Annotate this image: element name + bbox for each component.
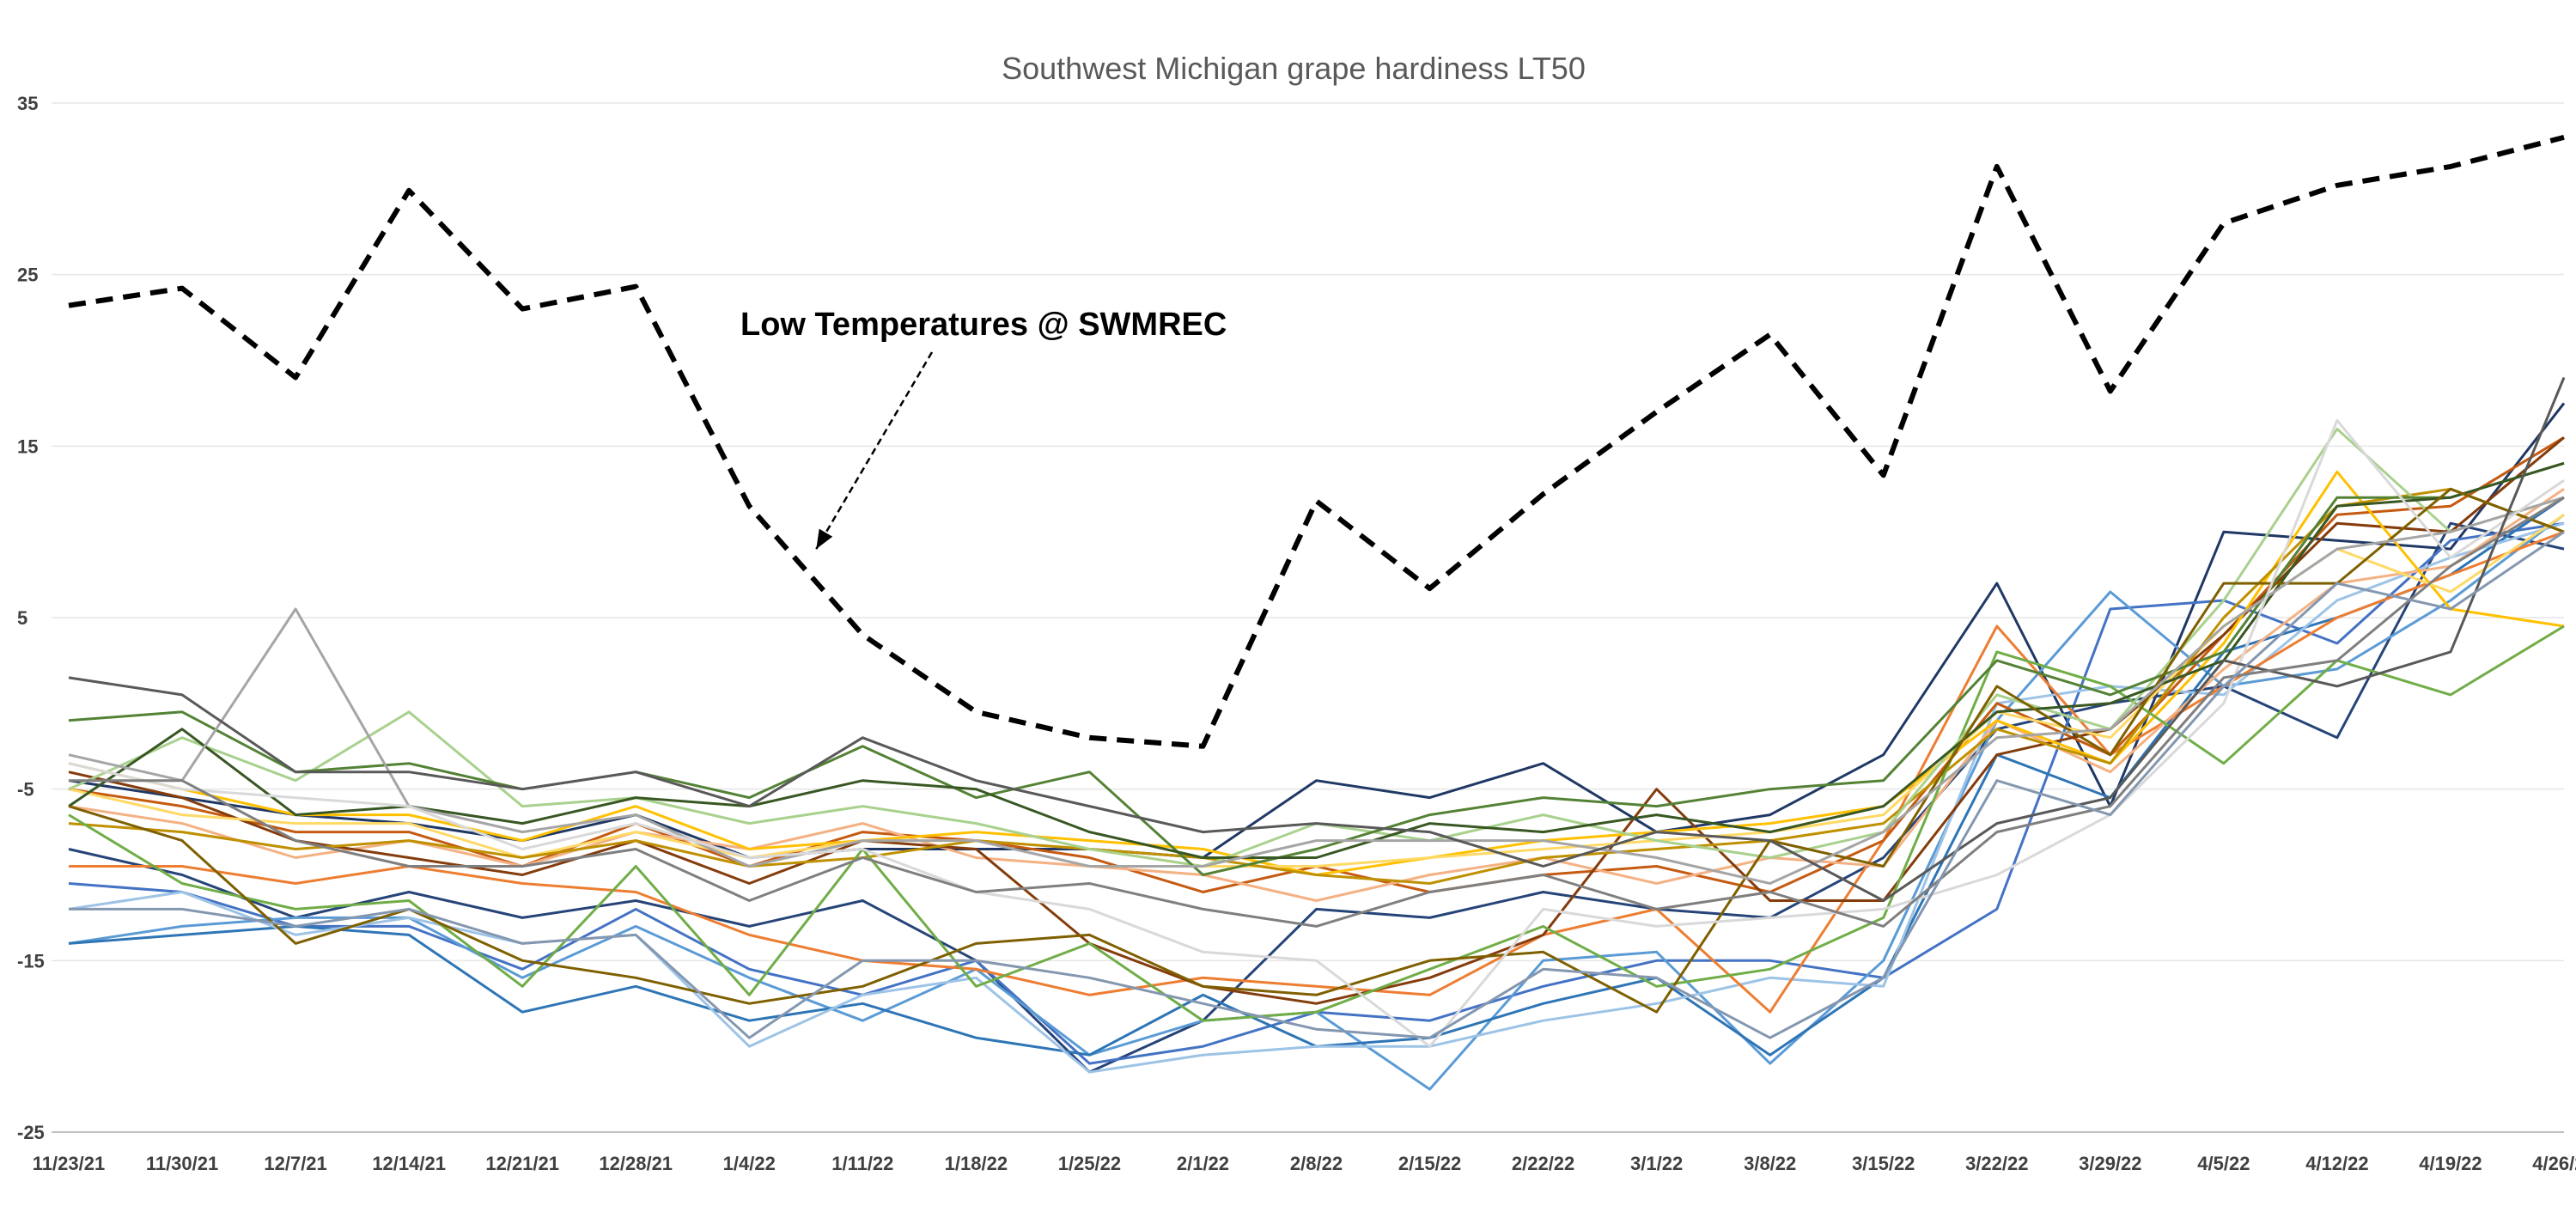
x-tick-label: 2/1/22 xyxy=(1177,1153,1229,1174)
x-tick-label: 12/21/21 xyxy=(485,1153,559,1174)
x-tick-label: 1/25/22 xyxy=(1058,1153,1121,1174)
x-tick-label: 4/26/22 xyxy=(2532,1153,2576,1174)
x-tick-label: 2/15/22 xyxy=(1398,1153,1461,1174)
x-tick-label: 12/14/21 xyxy=(372,1153,446,1174)
x-tick-label: 4/12/22 xyxy=(2305,1153,2368,1174)
annotation-arrowhead xyxy=(816,528,833,550)
series-line-hardiness-16 xyxy=(68,461,2565,876)
y-tick-label: 25 xyxy=(17,265,38,286)
x-tick-label: 11/30/21 xyxy=(146,1153,218,1174)
x-tick-label: 12/7/21 xyxy=(264,1153,326,1174)
x-tick-label: 4/5/22 xyxy=(2197,1153,2250,1174)
series-line-low-temperatures xyxy=(68,134,2565,749)
series-line-hardiness-20 xyxy=(68,418,2565,1048)
x-tick-label: 2/22/22 xyxy=(1512,1153,1574,1174)
annotation: Low Temperatures @ SWMREC xyxy=(740,307,1227,550)
series-line-hardiness-13 xyxy=(68,487,2565,885)
series-line-hardiness-22 xyxy=(69,496,2565,928)
series-line-hardiness-23 xyxy=(69,530,2565,1039)
y-axis-ticks: 35 25 15 5 -5 -15 -25 xyxy=(17,93,45,1143)
series-line-hardiness-12 xyxy=(68,513,2565,868)
series-line-hardiness-9 xyxy=(68,488,2565,902)
annotation-arrow xyxy=(815,351,934,550)
series-lines xyxy=(68,134,2566,1091)
x-tick-label: 3/1/22 xyxy=(1630,1153,1683,1174)
x-tick-label: 4/19/22 xyxy=(2419,1153,2482,1174)
x-tick-label: 1/18/22 xyxy=(945,1153,1008,1174)
x-tick-label: 3/29/22 xyxy=(2079,1153,2141,1174)
y-tick-label: 5 xyxy=(17,607,27,629)
y-tick-label: -25 xyxy=(17,1122,45,1143)
x-tick-label: 2/8/22 xyxy=(1290,1153,1343,1174)
x-tick-label: 1/11/22 xyxy=(831,1153,893,1174)
series-line-hardiness-18 xyxy=(68,487,2565,1014)
y-tick-label: 35 xyxy=(17,93,38,114)
y-tick-label: -15 xyxy=(17,950,45,971)
series-line-hardiness-19 xyxy=(68,496,2565,885)
series-line-hardiness-17 xyxy=(68,461,2565,859)
x-tick-label: 3/15/22 xyxy=(1852,1153,1915,1174)
x-axis-ticks: 11/23/21 11/30/21 12/7/21 12/14/21 12/21/21 1… xyxy=(33,1153,2576,1174)
series-line-hardiness-14 xyxy=(68,624,2565,1022)
x-tick-label: 3/8/22 xyxy=(1744,1153,1796,1174)
x-tick-label: 11/23/21 xyxy=(33,1153,105,1174)
annotation-label: Low Temperatures @ SWMREC xyxy=(740,307,1227,343)
y-tick-label: 15 xyxy=(17,436,38,457)
y-tick-label: -5 xyxy=(17,779,34,801)
chart-title: Southwest Michigan grape hardiness LT50 xyxy=(1002,51,1586,86)
x-tick-label: 12/28/21 xyxy=(599,1153,673,1174)
series-line-hardiness-7 xyxy=(69,530,2565,1014)
series-line-hardiness-21 xyxy=(68,376,2566,902)
x-tick-label: 3/22/22 xyxy=(1965,1153,2028,1174)
x-tick-label: 1/4/22 xyxy=(723,1153,776,1174)
